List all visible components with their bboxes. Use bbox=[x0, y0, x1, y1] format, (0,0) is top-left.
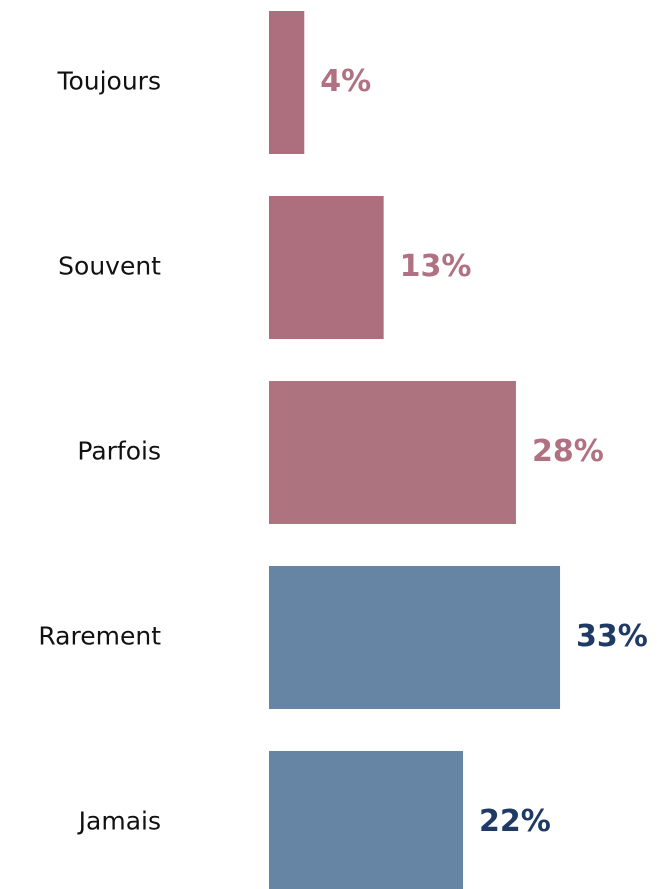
value-label: 33% bbox=[576, 619, 648, 654]
bar bbox=[269, 381, 516, 524]
value-label: 13% bbox=[400, 249, 472, 284]
bar bbox=[269, 566, 561, 709]
value-label: 28% bbox=[532, 434, 604, 469]
category-label: Rarement bbox=[38, 622, 161, 651]
category-label: Souvent bbox=[58, 252, 161, 281]
bar bbox=[269, 11, 305, 154]
bar bbox=[269, 196, 384, 339]
value-label: 22% bbox=[479, 804, 551, 839]
bar bbox=[269, 751, 464, 889]
value-label: 4% bbox=[320, 64, 371, 99]
category-label: Jamais bbox=[77, 807, 161, 836]
category-label: Toujours bbox=[56, 67, 161, 96]
category-label: Parfois bbox=[77, 437, 161, 466]
